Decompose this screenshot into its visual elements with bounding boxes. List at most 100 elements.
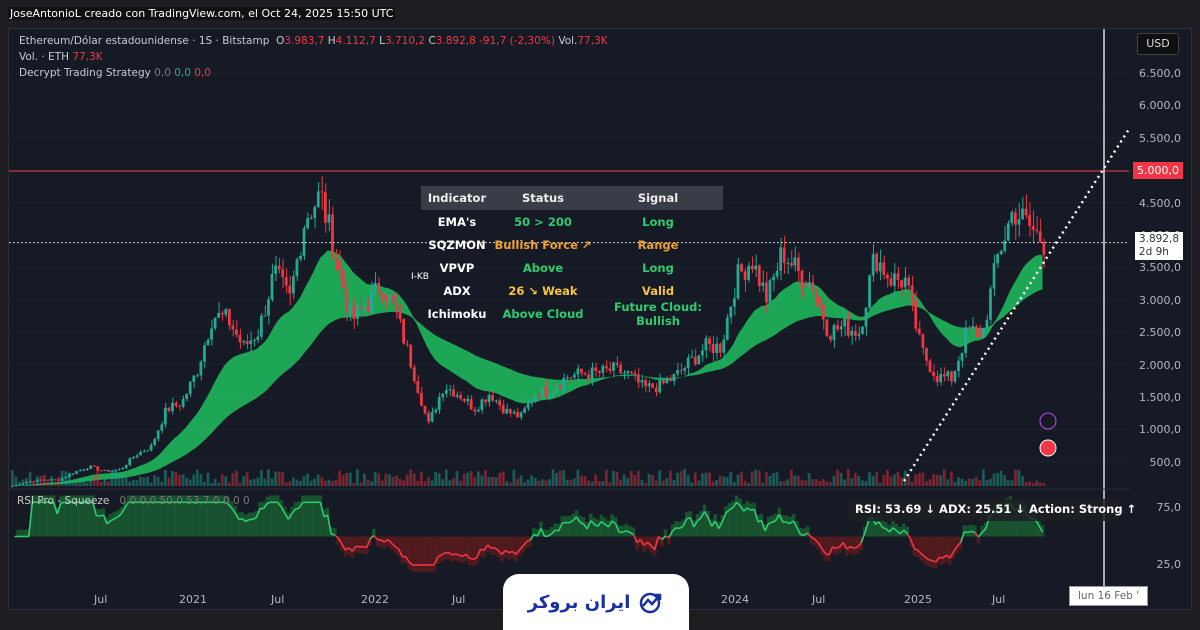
volume-bar [146, 476, 149, 486]
rsi-histogram-bar [834, 536, 838, 556]
candle [1035, 229, 1039, 232]
rsi-line-segment [351, 545, 357, 552]
symbol-name[interactable]: Ethereum/Dólar estadounidense · 1S · Bit… [19, 35, 270, 47]
volume-bar [960, 478, 964, 486]
rsi-histogram-bar [140, 495, 145, 537]
rsi-histogram-bar [731, 500, 735, 537]
rsi-histogram-bar [517, 536, 522, 557]
rsi-histogram-bar [347, 536, 351, 555]
volume-bar [747, 482, 750, 486]
time-tick: Jul [812, 593, 826, 606]
rsi-legend[interactable]: RSI Pro - Squeeze 0,0 0,0 50,0 53,7 0 0 … [17, 495, 250, 507]
open-label: O [276, 35, 285, 47]
chart-canvas[interactable] [9, 29, 1193, 611]
rsi-histogram-bar [233, 505, 237, 537]
candle [242, 341, 245, 343]
cell: SQZMON [428, 237, 486, 252]
rsi-histogram-bar [738, 498, 742, 537]
volume-legend[interactable]: Vol. · ETH 77,3K [19, 51, 103, 63]
rsi-histogram-bar [436, 536, 440, 564]
currency-button[interactable]: USD [1137, 33, 1179, 55]
rsi-line-segment [113, 516, 119, 520]
candle [939, 374, 943, 382]
candle [494, 400, 498, 402]
rsi-histogram-bar [108, 514, 113, 537]
logo-text: ایران بروکر [527, 591, 631, 613]
candle [999, 250, 1003, 255]
volume-bar [850, 478, 854, 486]
candle [1017, 219, 1021, 225]
candle [829, 336, 832, 340]
volume-bar [427, 476, 430, 486]
rsi-histogram-bar [115, 510, 120, 537]
rsi-histogram-bar [606, 520, 611, 537]
rsi-histogram-bar [16, 529, 20, 537]
candle [142, 451, 146, 453]
close-label: C [428, 35, 436, 47]
candle [853, 330, 857, 336]
rsi-histogram-bar [777, 507, 782, 537]
volume-bar [985, 480, 989, 486]
candle [1010, 212, 1014, 224]
volume-bar [256, 477, 260, 486]
lightning-event-icon [1039, 412, 1057, 430]
candle [747, 265, 750, 280]
rsi-histogram-bar [251, 512, 255, 537]
rsi-line-segment [448, 551, 453, 556]
volume-bar [363, 473, 366, 486]
volume-bar [875, 471, 879, 486]
rsi-line-segment [732, 501, 738, 509]
rsi-line-segment [928, 558, 933, 562]
volume-bar [989, 478, 992, 486]
volume-bar [124, 476, 128, 486]
candle [797, 257, 800, 271]
rsi-line-segment [519, 545, 524, 551]
candle [686, 357, 690, 369]
volume-bar [455, 470, 459, 486]
rsi-line-segment [99, 514, 104, 517]
candle [356, 306, 359, 319]
volume-bar [797, 475, 800, 486]
rsi-line-segment [721, 512, 727, 523]
candle [452, 389, 455, 397]
volume-bar [740, 471, 743, 486]
candle [103, 469, 107, 471]
ema-cloud [11, 250, 1043, 487]
rsi-histogram-bar [745, 501, 750, 537]
volume-bar [843, 479, 847, 486]
rsi-histogram-bar [411, 536, 415, 572]
volume-bar [181, 474, 185, 486]
rsi-line-segment [572, 516, 578, 522]
price-tick: 1.500,0 [1139, 391, 1181, 404]
rsi-histogram-bar [59, 496, 63, 537]
rsi-line-segment [910, 539, 916, 550]
rsi-histogram-bar [549, 526, 554, 537]
candle [708, 338, 711, 345]
cell: Above [522, 260, 564, 275]
strategy-legend[interactable]: Decrypt Trading Strategy 0,0 0,0 0,0 [19, 67, 211, 79]
volume-bar [444, 469, 448, 486]
rsi-histogram-bar [439, 536, 444, 562]
volume-bar [668, 470, 672, 486]
strategy-value: 0,0 [194, 67, 211, 79]
volume-bar [53, 481, 57, 486]
rsi-line-segment [455, 553, 460, 557]
low-label: L [379, 35, 385, 47]
candle [960, 352, 964, 361]
candle [89, 465, 93, 469]
rsi-histogram-bar [343, 536, 348, 557]
volume-bar [775, 472, 779, 486]
rsi-line-segment [625, 530, 631, 534]
rsi-histogram-bar [219, 495, 223, 537]
volume-bar [78, 478, 82, 486]
chart-pane[interactable]: Ethereum/Dólar estadounidense · 1S · Bit… [8, 28, 1192, 610]
volume-bar [711, 481, 715, 486]
rsi-line-segment [917, 549, 923, 555]
volume-bar [18, 481, 21, 486]
volume-bar [348, 472, 352, 486]
rsi-histogram-bar [901, 523, 906, 537]
candle [683, 368, 686, 371]
rsi-histogram-bar [304, 495, 308, 537]
rsi-histogram-bar [585, 522, 589, 537]
rsi-histogram-bar [51, 495, 56, 537]
